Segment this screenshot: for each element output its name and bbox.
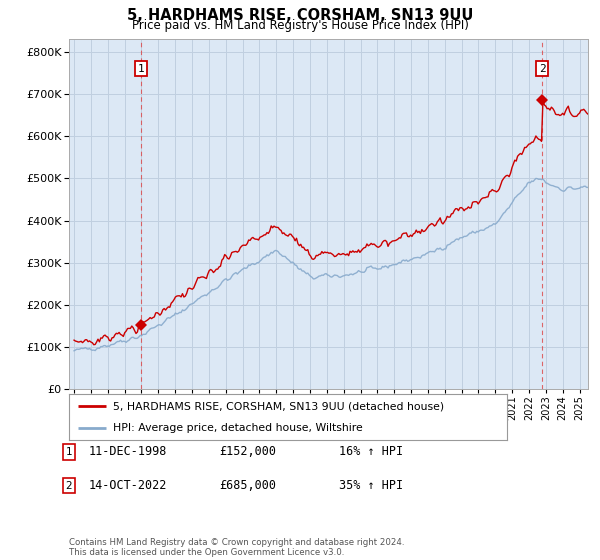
Text: 5, HARDHAMS RISE, CORSHAM, SN13 9UU: 5, HARDHAMS RISE, CORSHAM, SN13 9UU — [127, 8, 473, 24]
Text: 35% ↑ HPI: 35% ↑ HPI — [339, 479, 403, 492]
Text: 16% ↑ HPI: 16% ↑ HPI — [339, 445, 403, 459]
Text: 1: 1 — [65, 447, 73, 457]
Text: 2: 2 — [65, 480, 73, 491]
Text: 5, HARDHAMS RISE, CORSHAM, SN13 9UU (detached house): 5, HARDHAMS RISE, CORSHAM, SN13 9UU (det… — [113, 401, 444, 411]
Text: 11-DEC-1998: 11-DEC-1998 — [89, 445, 167, 459]
Text: Price paid vs. HM Land Registry's House Price Index (HPI): Price paid vs. HM Land Registry's House … — [131, 19, 469, 32]
Text: 2: 2 — [539, 64, 546, 74]
Text: £685,000: £685,000 — [219, 479, 276, 492]
Text: HPI: Average price, detached house, Wiltshire: HPI: Average price, detached house, Wilt… — [113, 423, 362, 433]
Text: 1: 1 — [137, 64, 144, 74]
Text: 14-OCT-2022: 14-OCT-2022 — [89, 479, 167, 492]
Text: Contains HM Land Registry data © Crown copyright and database right 2024.
This d: Contains HM Land Registry data © Crown c… — [69, 538, 404, 557]
Text: £152,000: £152,000 — [219, 445, 276, 459]
